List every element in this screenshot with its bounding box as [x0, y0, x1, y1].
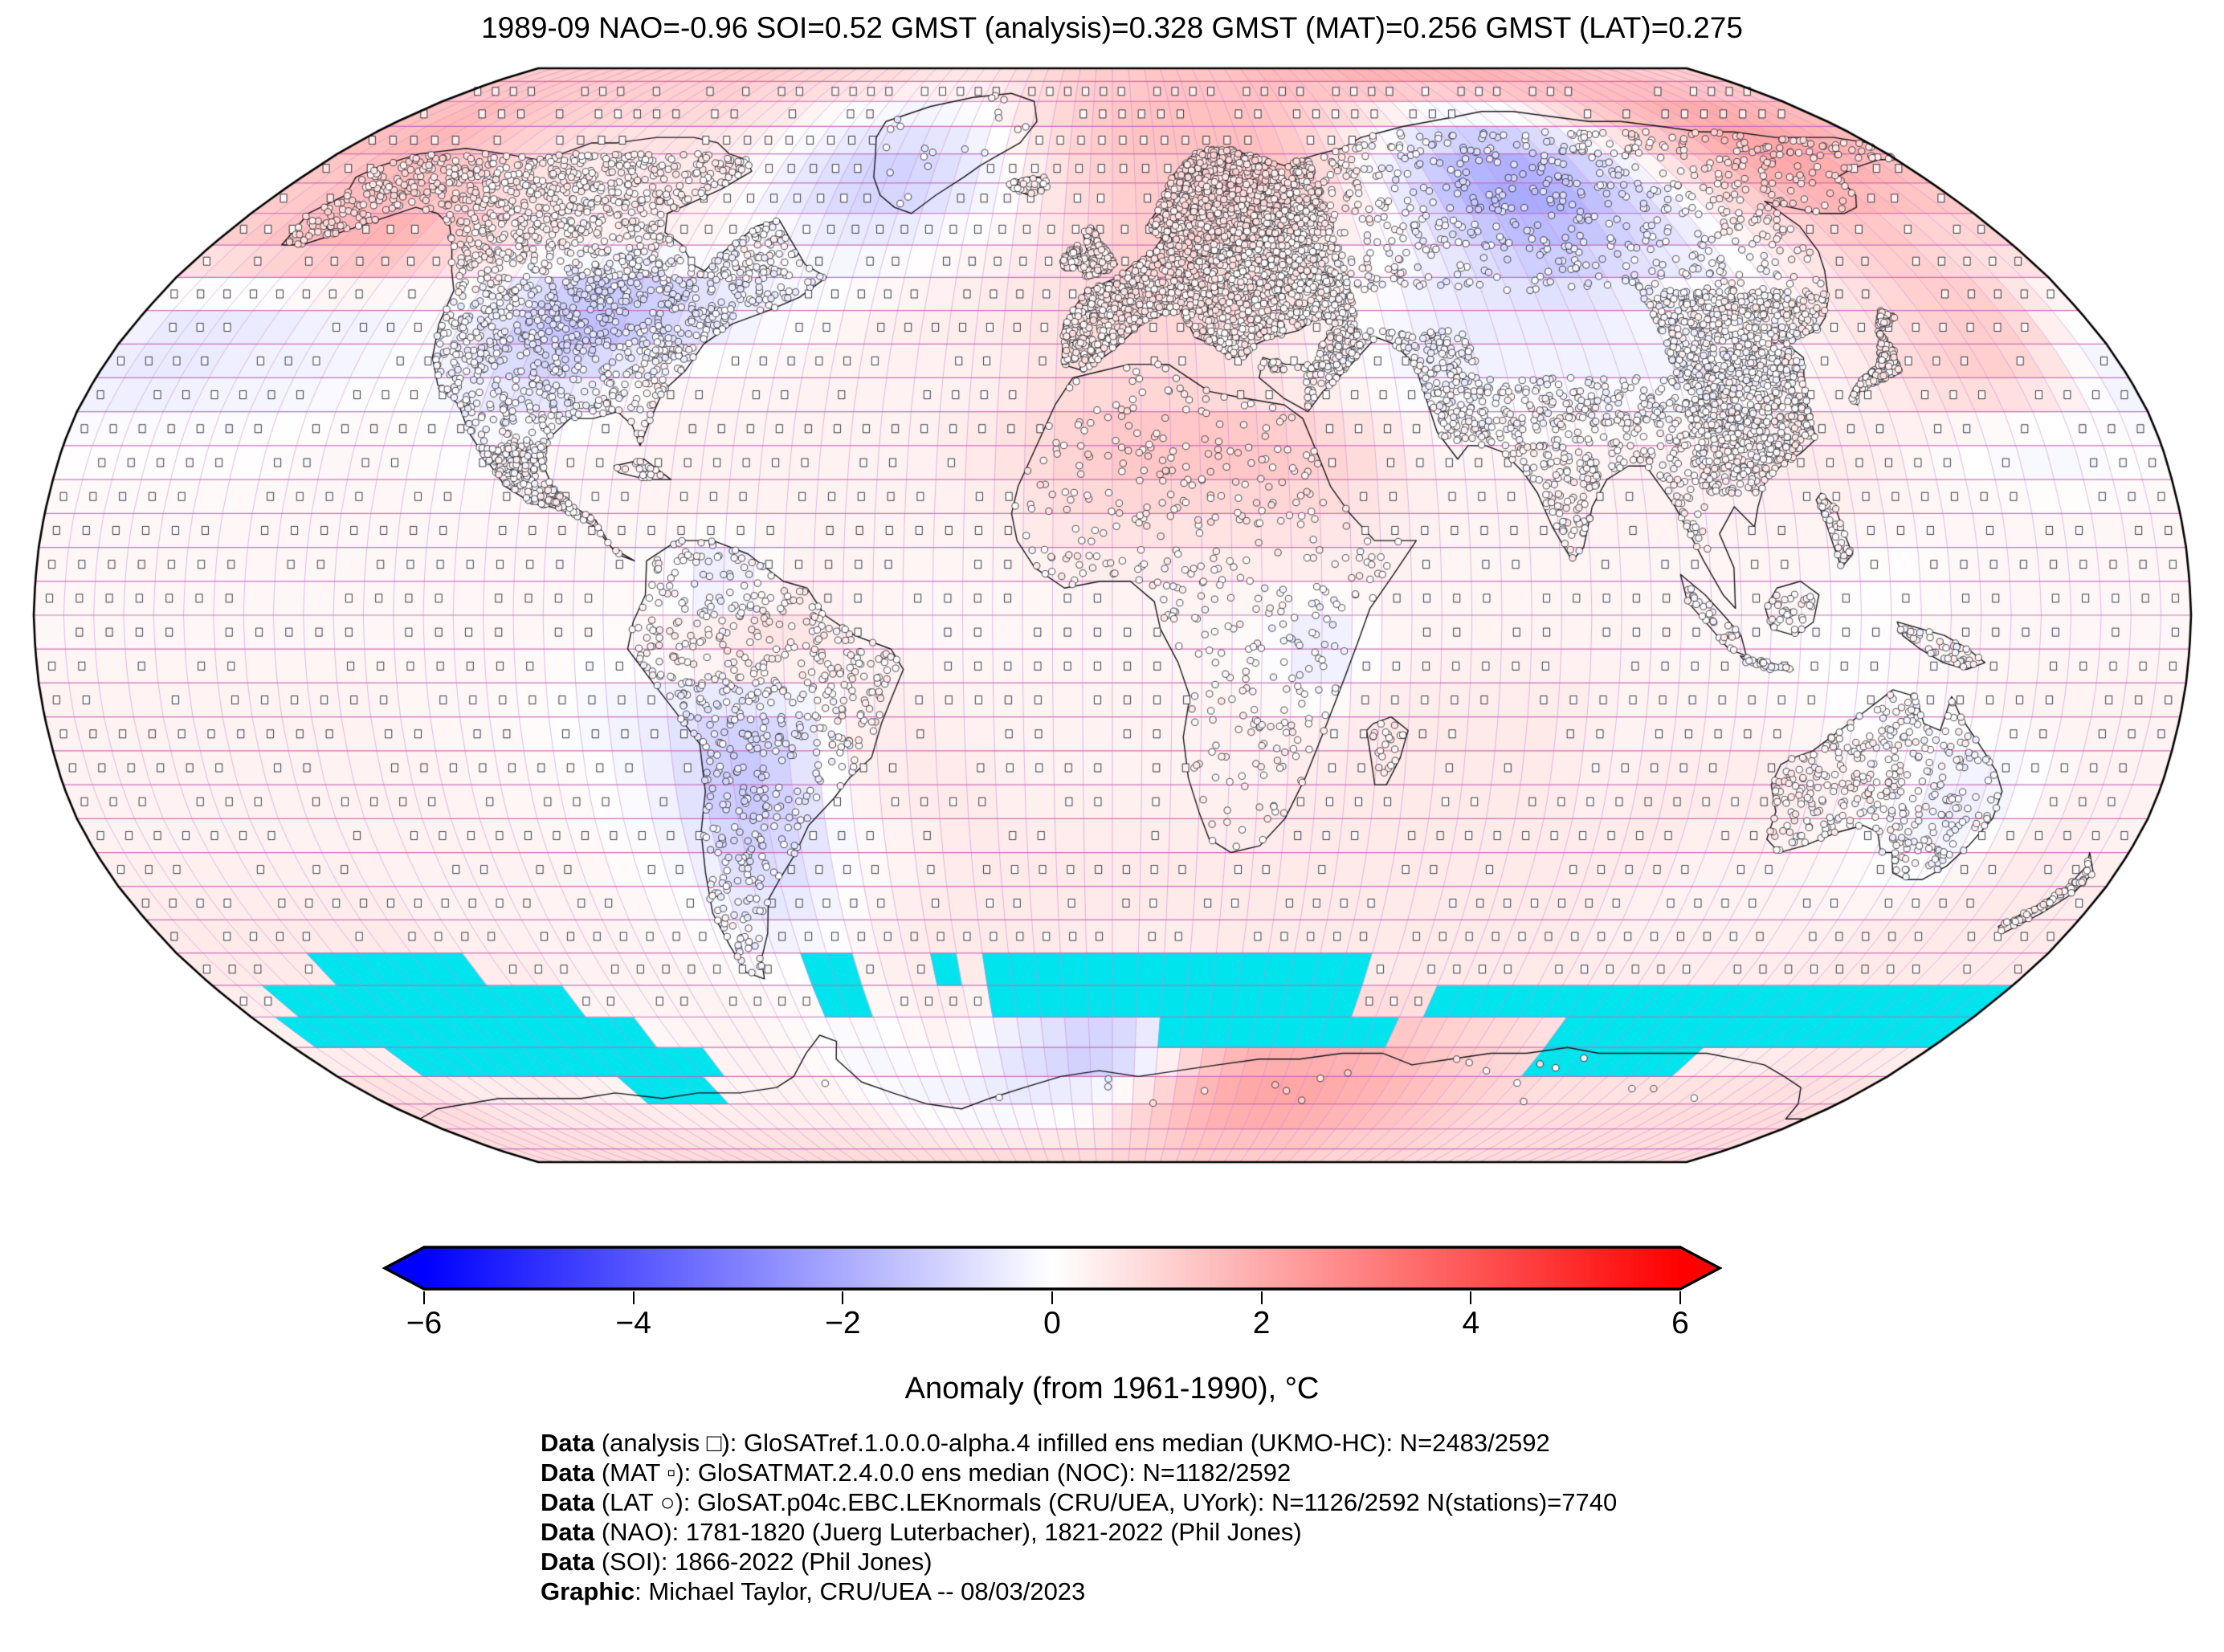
- colorbar-tick: [1051, 1291, 1053, 1304]
- credit-line-text: (NAO): 1781-1820 (Juerg Luterbacher), 18…: [594, 1518, 1302, 1546]
- colorbar-tick-label: 6: [1671, 1306, 1689, 1340]
- world-anomaly-map-canvas: [0, 0, 2224, 1221]
- credit-line-text: (LAT ○): GloSAT.p04c.EBC.LEKnormals (CRU…: [594, 1488, 1618, 1516]
- colorbar-gradient: [382, 1246, 1722, 1291]
- colorbar-tick: [1260, 1291, 1263, 1304]
- colorbar-axis-label: Anomaly (from 1961-1990), °C: [904, 1372, 1320, 1405]
- credit-line-label: Data: [541, 1548, 595, 1576]
- credit-line-label: Data: [541, 1429, 595, 1457]
- credit-line: Data (MAT ▫): GloSATMAT.2.4.0.0 ens medi…: [541, 1458, 1617, 1487]
- colorbar-tick: [842, 1291, 844, 1304]
- colorbar-tick-label: −4: [615, 1306, 651, 1340]
- colorbar-tick: [1470, 1291, 1472, 1304]
- credit-line-text: : Michael Taylor, CRU/UEA -- 08/03/2023: [635, 1577, 1086, 1605]
- credit-line-label: Data: [541, 1488, 595, 1516]
- credit-line: Graphic: Michael Taylor, CRU/UEA -- 08/0…: [541, 1577, 1617, 1606]
- credit-line-label: Data: [541, 1458, 595, 1487]
- colorbar-ticks: −6 −4 −2 0 2 4 6: [382, 1291, 1722, 1380]
- credit-line-label: Data: [541, 1518, 595, 1546]
- credit-line-text: (MAT ▫): GloSATMAT.2.4.0.0 ens median (N…: [594, 1458, 1292, 1487]
- credit-line: Data (SOI): 1866-2022 (Phil Jones): [541, 1547, 1617, 1577]
- credit-line: Data (LAT ○): GloSAT.p04c.EBC.LEKnormals…: [541, 1487, 1617, 1517]
- credit-line-text: (analysis □): GloSATref.1.0.0.0-alpha.4 …: [594, 1429, 1550, 1457]
- colorbar-tick-label: −6: [406, 1306, 443, 1340]
- colorbar-tick-label: 2: [1252, 1306, 1271, 1340]
- colorbar-tick: [1679, 1291, 1681, 1304]
- footer-credits: Data (analysis □): GloSATref.1.0.0.0-alp…: [541, 1428, 1617, 1606]
- credit-line-label: Graphic: [541, 1577, 635, 1605]
- colorbar: [382, 1245, 1722, 1291]
- credit-line: Data (NAO): 1781-1820 (Juerg Luterbacher…: [541, 1517, 1617, 1547]
- colorbar-tick: [632, 1291, 635, 1304]
- credit-line: Data (analysis □): GloSATref.1.0.0.0-alp…: [541, 1428, 1617, 1458]
- colorbar-tick-label: 0: [1043, 1306, 1061, 1340]
- figure-title: 1989-09 NAO=-0.96 SOI=0.52 GMST (analysi…: [481, 11, 1743, 44]
- colorbar-tick-label: −2: [825, 1306, 861, 1340]
- colorbar-tick-label: 4: [1462, 1306, 1480, 1340]
- colorbar-tick: [423, 1291, 425, 1304]
- credit-line-text: (SOI): 1866-2022 (Phil Jones): [594, 1548, 932, 1576]
